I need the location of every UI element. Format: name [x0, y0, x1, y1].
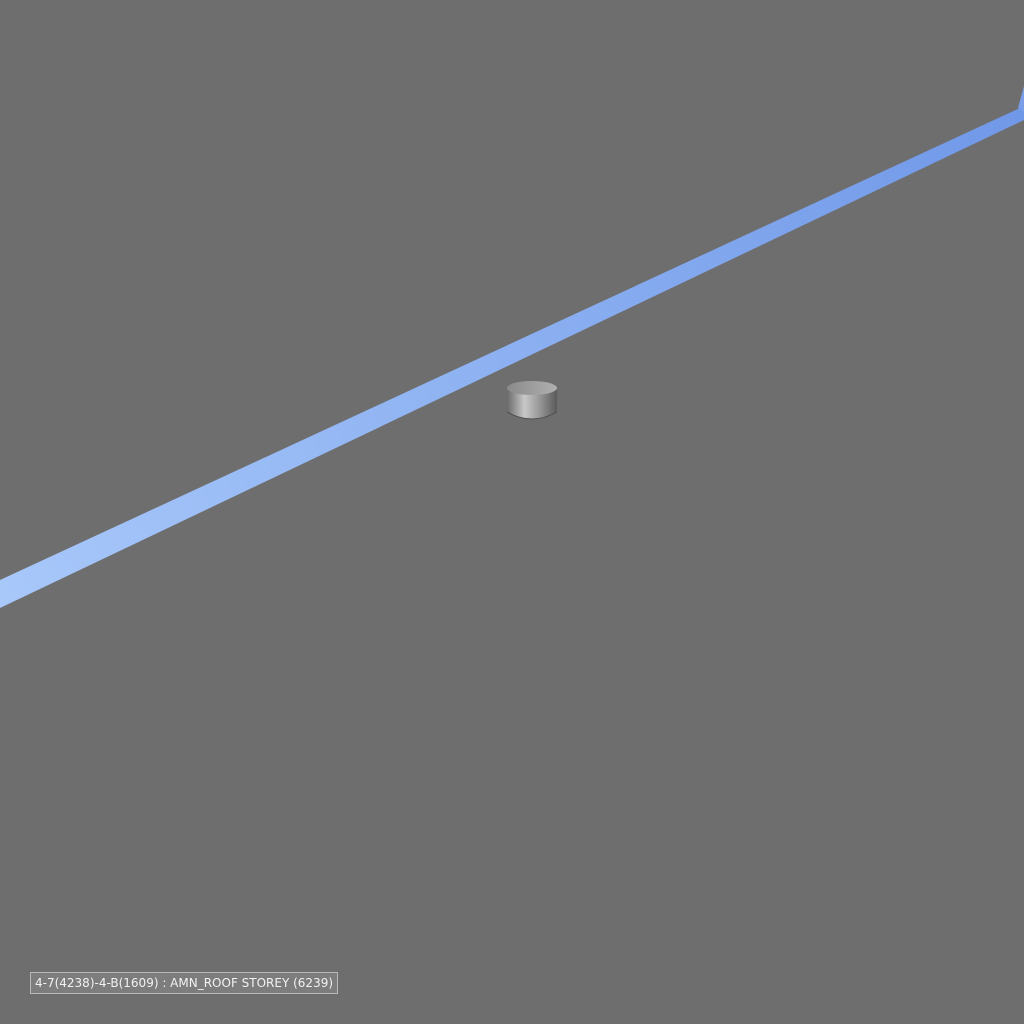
cylinder-object[interactable] [506, 381, 558, 420]
beam-end-segment[interactable] [1018, 86, 1024, 112]
element-info-label: 4-7(4238)-4-B(1609) : AMN_ROOF STOREY (6… [30, 972, 339, 994]
beam-element[interactable] [0, 106, 1024, 608]
